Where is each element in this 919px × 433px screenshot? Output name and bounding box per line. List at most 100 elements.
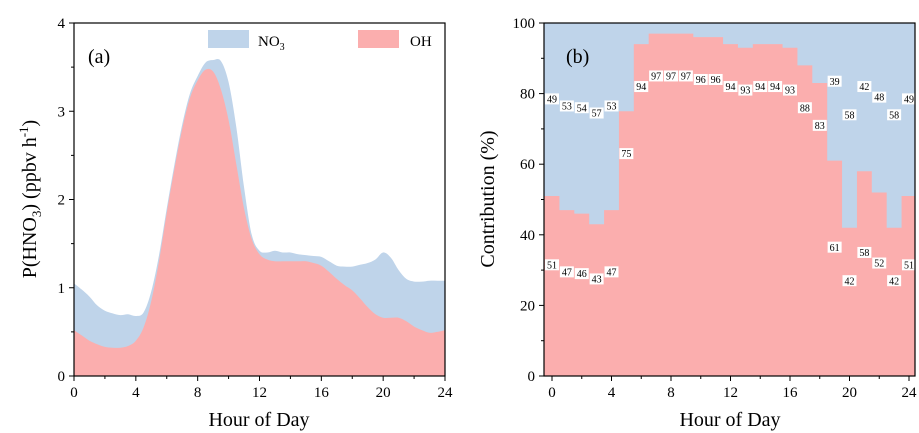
oh-data-label-bg	[708, 73, 723, 85]
oh-data-label: 42	[845, 276, 855, 287]
no3-data-label-bg	[604, 100, 619, 112]
y-tick-label-a: 4	[58, 16, 66, 32]
oh-data-label-bg	[619, 148, 634, 160]
legend-swatch-oh	[358, 30, 399, 48]
oh-data-label-bg	[634, 81, 649, 93]
x-tick-label-a: 4	[132, 385, 140, 401]
x-tick-label-a: 8	[194, 385, 202, 401]
oh-data-label: 47	[562, 267, 572, 278]
no3-data-label: 48	[874, 93, 884, 104]
oh-data-label-bg	[812, 119, 827, 131]
oh-data-label: 83	[815, 121, 825, 132]
oh-data-label-bg	[842, 275, 857, 287]
y-tick-label-b: 20	[520, 298, 535, 314]
oh-data-label: 94	[636, 82, 646, 93]
oh-data-label-bg	[559, 266, 574, 278]
y-tick-label-a: 0	[58, 369, 66, 385]
oh-data-label-bg	[783, 84, 797, 96]
x-tick-label-b: 0	[548, 385, 556, 401]
no3-data-label: 57	[592, 109, 602, 120]
oh-data-label: 75	[621, 149, 631, 160]
no3-data-label: 58	[845, 110, 855, 121]
y-tick-label-a: 2	[58, 193, 66, 209]
oh-data-label: 94	[755, 82, 765, 93]
legend-label-oh: OH	[410, 34, 432, 50]
oh-data-label-bg	[827, 241, 842, 253]
oh-data-label: 93	[785, 86, 795, 97]
no3-data-label-bg	[827, 75, 842, 87]
oh-data-label-bg	[902, 259, 916, 271]
oh-data-label: 97	[666, 72, 676, 83]
x-tick-label-b: 12	[723, 385, 738, 401]
y-tick-label-b: 60	[520, 157, 535, 173]
data-labels-b: 51 47 46 43 47 75 94 97 97 97 96 96 94 93 94 94 93 88 83 61…	[545, 70, 916, 287]
y-tick-label-a: 3	[58, 104, 66, 120]
no3-data-label-bg	[902, 93, 916, 105]
oh-data-label-bg	[693, 73, 708, 85]
oh-data-label-bg	[649, 70, 664, 82]
oh-data-label: 94	[770, 82, 780, 93]
no3-data-label-bg	[545, 93, 559, 105]
oh-data-label-bg	[589, 273, 604, 285]
y-tick-label-a: 1	[58, 281, 66, 297]
oh-data-label-bg	[768, 81, 783, 93]
x-tick-label-a: 12	[252, 385, 267, 401]
legend-swatch-no3	[208, 30, 249, 48]
no3-data-label: 49	[904, 94, 914, 105]
oh-data-label: 47	[607, 267, 617, 278]
panel-b: 51 47 46 43 47 75 94 97 97 97 96 96 94 93 94 94 93 88 83 61…	[477, 16, 917, 431]
x-tick-label-b: 24	[902, 385, 918, 401]
oh-data-label: 61	[830, 243, 840, 254]
oh-data-label: 42	[889, 276, 899, 287]
x-tick-label-a: 16	[314, 385, 330, 401]
x-tick-label-b: 16	[783, 385, 799, 401]
x-axis-title-b: Hour of Day	[679, 409, 780, 431]
oh-data-label-bg	[797, 102, 812, 114]
no3-data-label: 49	[547, 94, 557, 105]
oh-data-label: 96	[696, 75, 706, 86]
no3-data-label: 53	[562, 102, 572, 113]
y-tick-label-b: 0	[528, 369, 536, 385]
oh-data-label-bg	[678, 70, 693, 82]
oh-data-label: 97	[681, 72, 691, 83]
no3-data-label-bg	[887, 109, 902, 121]
oh-area	[74, 68, 445, 377]
x-tick-label-a: 24	[438, 385, 454, 401]
oh-data-label: 51	[547, 260, 557, 271]
oh-data-label: 96	[711, 75, 721, 86]
oh-data-label-bg	[872, 257, 887, 269]
x-tick-label-a: 0	[70, 385, 78, 401]
oh-data-label: 94	[726, 82, 736, 93]
oh-data-label-bg	[664, 70, 678, 82]
no3-data-label: 53	[607, 102, 617, 113]
no3-data-label-bg	[857, 81, 872, 93]
oh-data-label: 43	[592, 275, 602, 286]
oh-data-label-bg	[738, 84, 753, 96]
x-tick-label-b: 4	[608, 385, 616, 401]
oh-data-label-bg	[604, 266, 619, 278]
panel-label-a: (a)	[88, 46, 110, 68]
no3-data-label-bg	[589, 107, 604, 119]
x-axis-title-a: Hour of Day	[208, 409, 309, 431]
oh-data-label-bg	[887, 275, 902, 287]
no3-data-label: 39	[830, 77, 840, 88]
oh-data-label: 46	[577, 269, 587, 280]
no3-data-label-bg	[842, 109, 857, 121]
no3-data-label: 42	[859, 82, 869, 93]
y-tick-label-b: 40	[520, 228, 535, 244]
oh-data-label: 97	[651, 72, 661, 83]
oh-data-label: 58	[859, 248, 869, 259]
y-tick-label-b: 100	[513, 16, 536, 32]
oh-data-label-bg	[574, 268, 589, 280]
no3-data-label: 54	[577, 103, 587, 114]
panel-label-b: (b)	[566, 46, 589, 68]
no3-data-label-bg	[872, 91, 887, 103]
oh-data-label-bg	[857, 246, 872, 258]
oh-data-label-bg	[753, 81, 768, 93]
y-axis-title-b: Contribution (%)	[477, 130, 499, 267]
legend-label-no3: NO3	[258, 34, 285, 53]
x-tick-label-b: 8	[667, 385, 675, 401]
